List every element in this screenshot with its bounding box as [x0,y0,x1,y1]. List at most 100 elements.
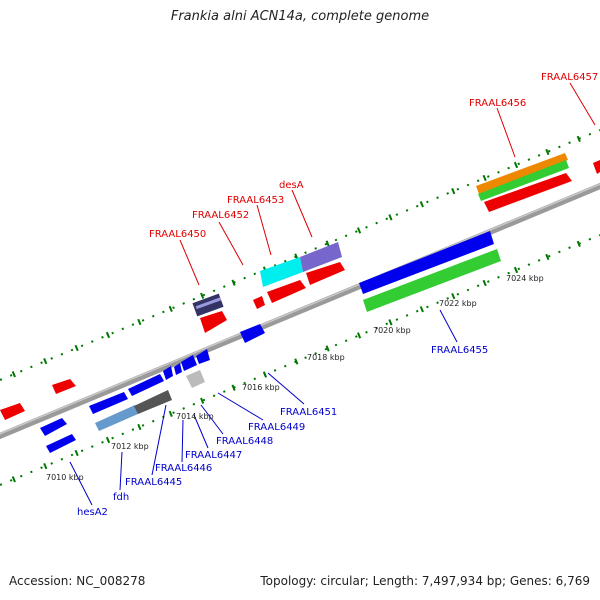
major-tick [419,201,424,208]
gene-shape[interactable] [476,153,568,194]
gene-shape[interactable] [134,390,172,414]
label-leader-lines [69,82,596,506]
leader-line [119,451,123,491]
major-tick [419,306,424,313]
genome-backbone [0,182,600,440]
major-tick [43,358,48,365]
leader-line [439,309,458,343]
gene-shape[interactable] [306,262,345,285]
genome-backbone-highlight [0,183,600,435]
tick-label: 7022 kbp [439,299,477,308]
major-tick [451,188,456,195]
gene-label-fraal6446[interactable]: FRAAL6446 [155,463,212,474]
gene-shape[interactable] [52,379,76,394]
major-tick [262,371,268,378]
leader-line [569,82,596,126]
gene-shape[interactable] [46,434,76,453]
leader-line [69,461,93,506]
gene-shape[interactable] [478,160,569,201]
gene-shape[interactable] [260,257,303,287]
major-tick [105,436,111,444]
leader-line [267,372,305,405]
major-tick [231,384,236,391]
tick-label: 7018 kbp [307,353,345,362]
gene-shape[interactable] [186,370,205,388]
major-tick [356,332,362,339]
major-tick [325,240,330,247]
leader-line [217,392,264,421]
gene-shape[interactable] [195,297,222,310]
major-tick [43,463,48,470]
leader-line [218,221,244,266]
gene-shape[interactable] [593,160,600,174]
gene-label-fraal6448[interactable]: FRAAL6448 [216,436,273,447]
major-tick [74,344,79,352]
major-tick [576,240,581,247]
gene-shape[interactable] [363,249,501,312]
top-strand-genes [0,153,600,420]
gene-label-fraal6445[interactable]: FRAAL6445 [125,477,182,488]
gene-labels: FRAAL6450 FRAAL6452 FRAAL6453 desA FRAAL… [77,72,598,518]
gene-shape[interactable] [128,374,164,396]
tick-label: 7014 kbp [176,412,214,421]
gene-label-fraal6457[interactable]: FRAAL6457 [541,72,598,83]
gene-shape[interactable] [253,296,265,309]
major-tick [325,345,330,352]
gene-shape[interactable] [196,349,210,364]
major-tick [388,214,393,221]
gene-label-fraal6452[interactable]: FRAAL6452 [192,210,249,221]
gene-label-fraal6447[interactable]: FRAAL6447 [185,450,242,461]
major-tick [294,358,299,365]
major-tick [388,319,393,326]
gene-shape[interactable] [484,173,572,212]
major-tick [137,318,142,326]
top-tick-rail [0,129,600,381]
major-tick [545,148,550,156]
gene-shape[interactable] [200,311,227,333]
major-tick [11,476,16,483]
gene-label-fraal6450[interactable]: FRAAL6450 [149,229,206,240]
gene-shape[interactable] [163,366,173,380]
tick-labels: 7010 kbp 7012 kbp 7014 kbp 7016 kbp 7018… [46,274,544,482]
gene-shape[interactable] [0,403,25,420]
leader-line [496,107,516,158]
leader-line [193,414,209,449]
gene-shape[interactable] [174,363,182,375]
leader-line [181,419,184,463]
gene-label-fraal6456[interactable]: FRAAL6456 [469,98,526,109]
leader-line [291,189,313,238]
major-tick [168,410,173,417]
gene-label-desa[interactable]: desA [279,180,304,191]
gene-label-fdh[interactable]: fdh [113,492,129,503]
major-tick [513,161,519,169]
gene-shape[interactable] [300,242,342,272]
gene-label-fraal6449[interactable]: FRAAL6449 [248,422,305,433]
tick-label: 7010 kbp [46,473,84,482]
map-title: Frankia alni ACN14a, complete genome [170,9,430,24]
leader-line [151,404,167,476]
tick-label: 7020 kbp [373,326,411,335]
major-tick [11,371,16,378]
tick-label: 7024 kbp [506,274,544,283]
major-tick [200,397,205,404]
major-tick [200,292,205,299]
gene-label-fraal6451[interactable]: FRAAL6451 [280,407,337,418]
major-tick [231,279,236,286]
gene-label-fraal6455[interactable]: FRAAL6455 [431,345,488,356]
gene-shape[interactable] [40,418,67,436]
major-tick [576,135,581,142]
gene-shape[interactable] [267,280,306,303]
gene-shape[interactable] [240,324,265,343]
gene-label-fraal6453[interactable]: FRAAL6453 [227,195,284,206]
gene-shape[interactable] [89,392,128,414]
gene-shape[interactable] [359,231,494,294]
gene-shape[interactable] [181,355,197,371]
tick-label: 7016 kbp [242,383,280,392]
gene-label-hesa2[interactable]: hesA2 [77,507,108,518]
major-tick [513,266,519,274]
bottom-strand-genes [40,231,501,453]
major-tick [482,279,487,287]
gene-shape[interactable] [95,405,138,431]
